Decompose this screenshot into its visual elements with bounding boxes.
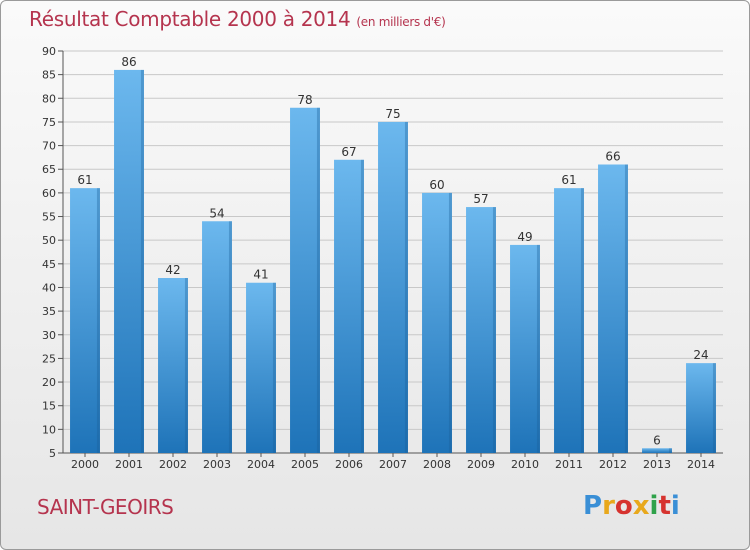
- bar: [202, 221, 232, 453]
- bar-value-label: 66: [605, 150, 620, 164]
- bar: [114, 69, 144, 453]
- bar-value-label: 41: [253, 268, 268, 282]
- bar-value-label: 6: [653, 433, 661, 447]
- bar-shade: [492, 207, 496, 453]
- bar: [290, 107, 320, 454]
- chart-title-text: Résultat Comptable 2000 à 2014: [29, 7, 351, 31]
- y-tick-label: 85: [42, 69, 56, 82]
- y-tick-label: 45: [42, 258, 56, 271]
- bar: [334, 159, 364, 453]
- bar-shade: [228, 221, 232, 453]
- x-tick-label: 2012: [599, 458, 627, 471]
- bar-shade: [316, 107, 320, 454]
- bar: [642, 448, 672, 453]
- y-tick-label: 40: [42, 281, 56, 294]
- bar-value-label: 61: [77, 173, 92, 187]
- bar-value-label: 42: [165, 263, 180, 277]
- bar: [378, 121, 408, 454]
- x-tick-label: 2009: [467, 458, 495, 471]
- bar-shade: [96, 188, 100, 453]
- logo-letter: P: [583, 491, 603, 521]
- bar-shade: [360, 159, 364, 453]
- logo-letter: o: [614, 491, 633, 521]
- place-name: SAINT-GEOIRS: [37, 495, 174, 519]
- bar: [422, 192, 452, 453]
- bar-shade: [140, 69, 144, 453]
- proxiti-logo: Proxiti: [583, 491, 680, 521]
- chart-title: Résultat Comptable 2000 à 2014 (en millie…: [29, 7, 446, 31]
- bar-value-label: 67: [341, 145, 356, 159]
- x-tick-label: 2006: [335, 458, 363, 471]
- y-tick-label: 30: [42, 329, 56, 342]
- logo-letter: x: [632, 491, 650, 521]
- y-tick-label: 55: [42, 211, 56, 224]
- logo-letter: i: [649, 491, 659, 521]
- x-tick-label: 2005: [291, 458, 319, 471]
- bar: [554, 188, 584, 453]
- x-tick-label: 2014: [687, 458, 715, 471]
- bar: [466, 207, 496, 453]
- bar-shade: [404, 121, 408, 454]
- y-tick-label: 35: [42, 305, 56, 318]
- bar-shade: [668, 448, 672, 453]
- y-tick-label: 10: [42, 423, 56, 436]
- y-tick-label: 65: [42, 163, 56, 176]
- logo-letter: t: [658, 491, 671, 521]
- bar: [510, 244, 540, 453]
- x-tick-label: 2008: [423, 458, 451, 471]
- chart-subtitle: (en milliers d'€): [356, 15, 446, 29]
- x-tick-label: 2000: [71, 458, 99, 471]
- bar: [686, 363, 716, 453]
- bar-value-label: 78: [297, 93, 312, 107]
- y-tick-label: 50: [42, 234, 56, 247]
- x-tick-label: 2010: [511, 458, 539, 471]
- bar-shade: [184, 278, 188, 453]
- bar-value-label: 54: [209, 206, 224, 220]
- y-tick-label: 20: [42, 376, 56, 389]
- x-tick-label: 2011: [555, 458, 583, 471]
- x-tick-label: 2003: [203, 458, 231, 471]
- bar-shade: [624, 164, 628, 453]
- y-tick-label: 25: [42, 352, 56, 365]
- bar-shade: [580, 188, 584, 453]
- bar-value-label: 24: [693, 348, 708, 362]
- x-tick-label: 2001: [115, 458, 143, 471]
- y-tick-label: 75: [42, 116, 56, 129]
- y-tick-label: 60: [42, 187, 56, 200]
- y-tick-label: 5: [49, 447, 56, 460]
- bar-value-label: 60: [429, 178, 444, 192]
- x-tick-label: 2013: [643, 458, 671, 471]
- y-tick-label: 15: [42, 400, 56, 413]
- bar: [246, 282, 276, 453]
- logo-letter: r: [602, 491, 615, 521]
- x-tick-label: 2004: [247, 458, 275, 471]
- y-tick-label: 90: [42, 45, 56, 58]
- bar: [598, 164, 628, 453]
- bar-value-label: 61: [561, 173, 576, 187]
- bar-shade: [272, 282, 276, 453]
- y-tick-label: 70: [42, 140, 56, 153]
- bar-shade: [536, 244, 540, 453]
- bars: [70, 69, 716, 454]
- bar: [70, 188, 100, 453]
- bar-shade: [448, 192, 452, 453]
- logo-letter: i: [670, 491, 680, 521]
- bar-value-label: 49: [517, 230, 532, 244]
- bar-shade: [712, 363, 716, 453]
- x-tick-label: 2002: [159, 458, 187, 471]
- x-tick-label: 2007: [379, 458, 407, 471]
- bar-value-label: 75: [385, 107, 400, 121]
- bar-value-label: 57: [473, 192, 488, 206]
- y-tick-label: 80: [42, 92, 56, 105]
- bar-value-label: 86: [121, 55, 136, 69]
- bar: [158, 278, 188, 453]
